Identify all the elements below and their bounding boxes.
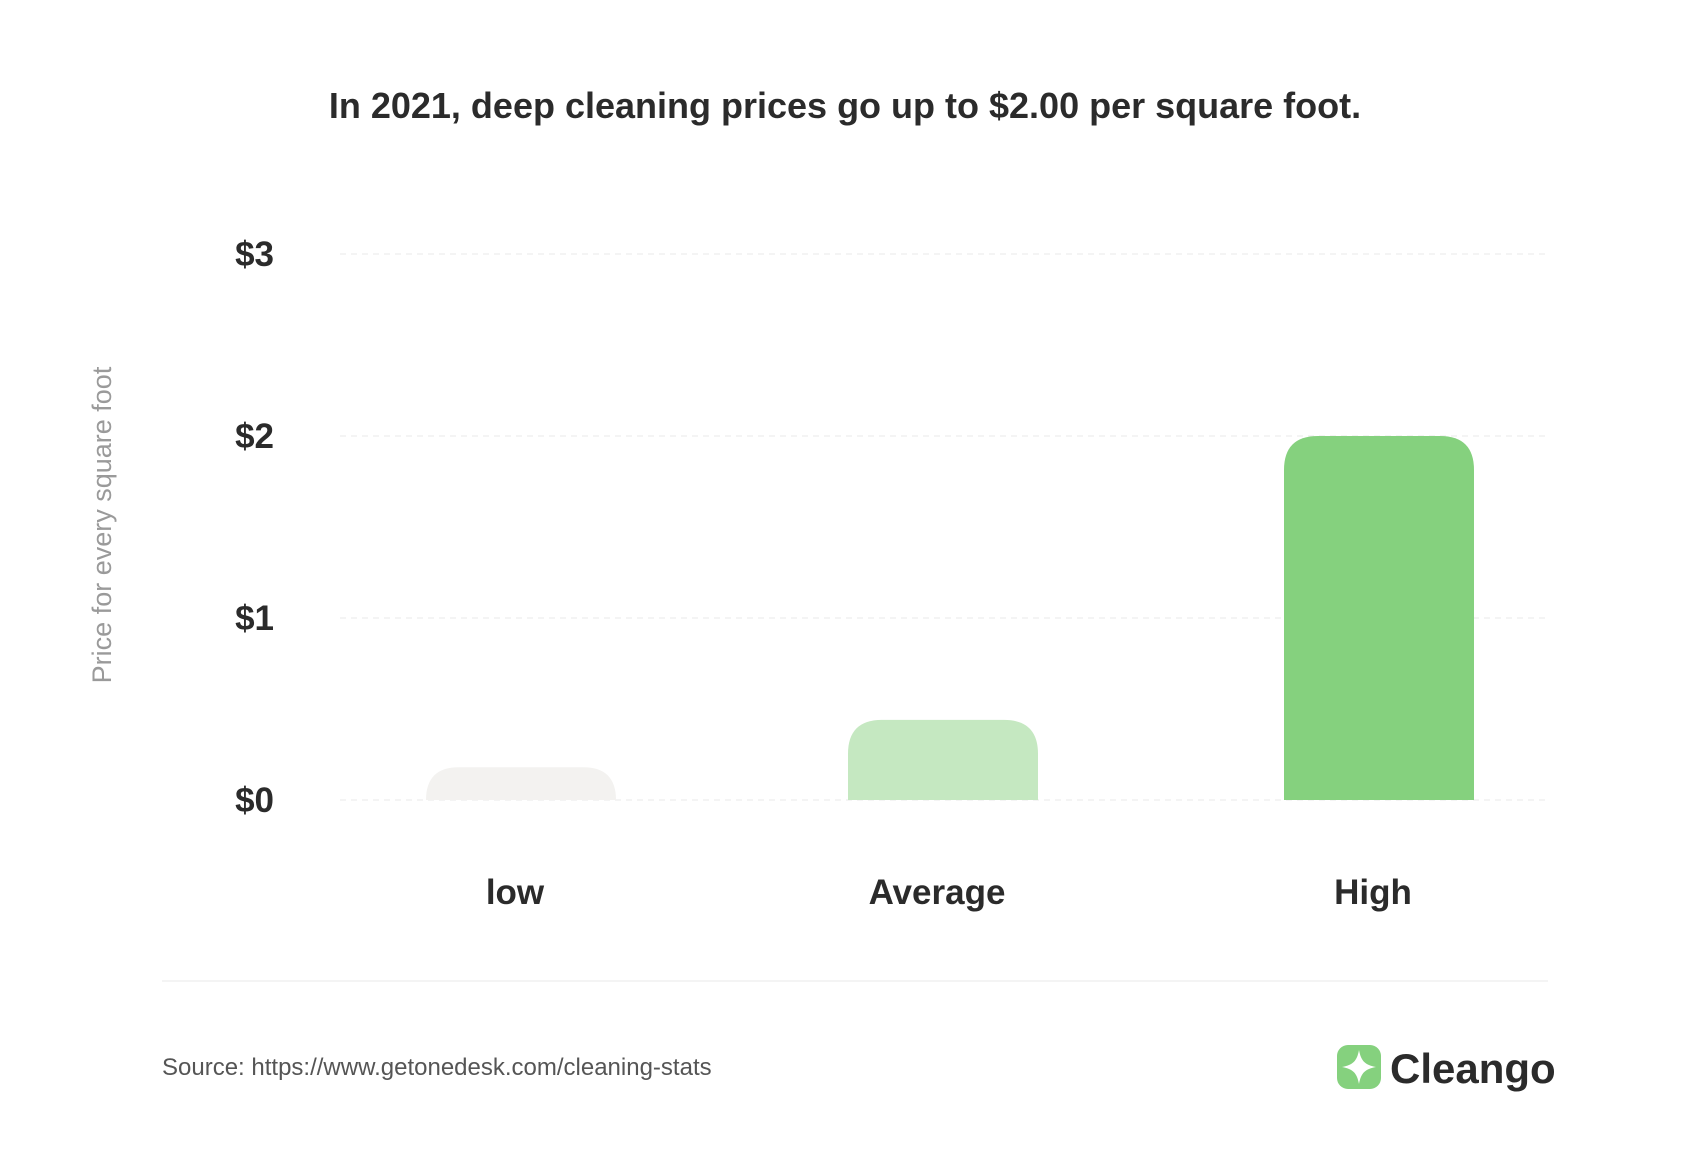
y-axis-ticks: $0 $1 $2 $3 [235,235,274,820]
x-tick-label: low [486,873,545,912]
source-text: Source: https://www.getonedesk.com/clean… [162,1054,712,1081]
x-axis-ticks: low Average High [486,873,1412,912]
y-tick-label: $3 [235,235,274,274]
x-tick-label: Average [869,873,1006,912]
y-tick-label: $2 [235,417,274,456]
bar-average [848,719,1038,800]
x-tick-label: High [1334,873,1412,912]
bars [426,436,1474,800]
bar-low [426,767,616,800]
y-tick-label: $1 [235,599,274,638]
bar-high [1284,436,1474,800]
chart-title: In 2021, deep cleaning prices go up to $… [329,85,1361,126]
y-tick-label: $0 [235,781,274,820]
brand-name: Cleango [1390,1045,1556,1092]
cleango-logo-icon [1337,1045,1381,1089]
y-axis-label: Price for every square foot [87,366,117,683]
